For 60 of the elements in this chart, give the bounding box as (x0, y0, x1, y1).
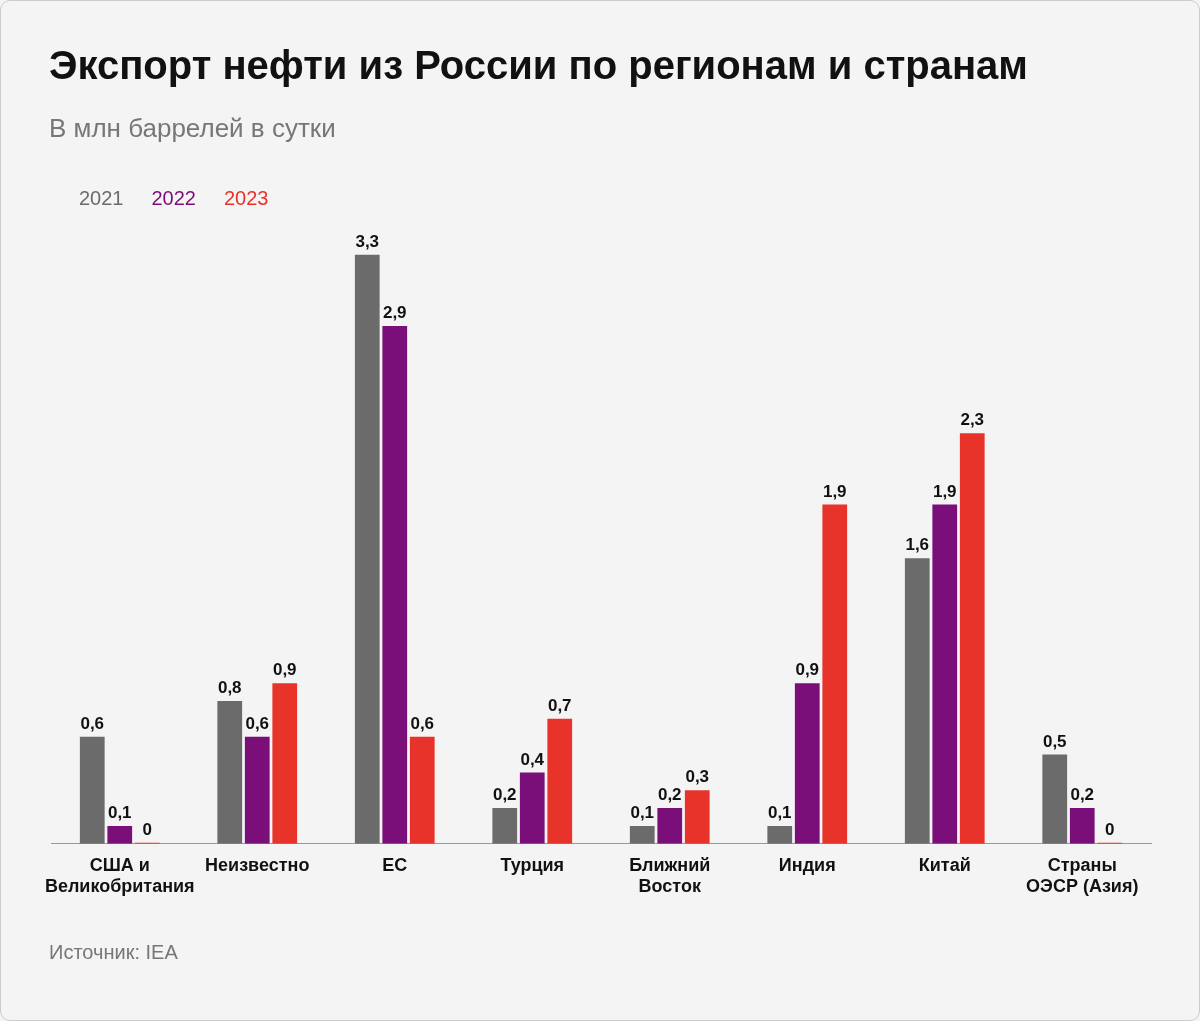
x-tick-label: Страны ОЭСР (Азия) (1026, 854, 1139, 897)
data-label: 0 (1105, 819, 1115, 839)
bar (767, 825, 793, 844)
bar (904, 558, 930, 844)
data-label: 0,7 (547, 696, 572, 716)
bar (409, 736, 435, 844)
bar (547, 718, 573, 844)
bar (382, 326, 408, 844)
data-label: 1,9 (822, 481, 847, 501)
data-label: 0,5 (1042, 731, 1067, 751)
x-tick-label: Индия (778, 854, 836, 875)
bar (244, 736, 270, 844)
x-tick-label: ЕС (382, 854, 408, 875)
x-tick-label: Ближний Восток (629, 854, 711, 897)
bar (354, 254, 380, 844)
data-label: 2,9 (382, 303, 407, 323)
data-label: 0,3 (685, 767, 710, 787)
x-tick-label: Неизвестно (205, 854, 310, 875)
x-tick-label: Турция (500, 854, 565, 875)
data-label: 0,8 (217, 678, 242, 698)
bar (107, 825, 133, 844)
data-label: 0,2 (492, 785, 517, 805)
bar (1069, 808, 1095, 844)
data-label: 0,1 (107, 803, 132, 823)
data-label: 0,2 (1070, 785, 1095, 805)
bar (1042, 754, 1068, 844)
bar (959, 433, 985, 844)
data-label: 0,4 (520, 749, 545, 769)
bar (794, 683, 820, 844)
bar (684, 790, 710, 844)
data-label: 0,6 (80, 713, 105, 733)
data-label: 0,9 (272, 660, 297, 680)
data-label: 0 (142, 819, 152, 839)
bar (79, 736, 105, 844)
chart-title: Экспорт нефти из России по регионам и странам (49, 43, 1028, 88)
text: 2021 (79, 186, 124, 209)
chart-subtitle: В млн баррелей в сутки (49, 113, 336, 144)
data-label: 0,9 (795, 660, 820, 680)
data-label: 0,1 (767, 803, 792, 823)
data-label: 0,6 (245, 713, 270, 733)
data-label: 2,3 (960, 410, 985, 430)
data-label: 3,3 (355, 231, 380, 251)
data-label: 0,1 (630, 803, 655, 823)
x-tick-label: США и Великобритания (44, 854, 195, 897)
text: 2022 (151, 186, 196, 209)
data-label: 0,6 (410, 713, 435, 733)
bar (822, 504, 848, 844)
bar (492, 808, 518, 844)
bar (217, 700, 243, 844)
text: Источник: IEA (49, 941, 178, 964)
bar (272, 683, 298, 844)
bar (629, 825, 655, 844)
x-tick-label: Китай (918, 854, 971, 875)
text: 2023 (223, 186, 269, 209)
data-label: 1,9 (932, 481, 957, 501)
data-label: 1,6 (905, 535, 930, 555)
data-label: 0,2 (657, 785, 682, 805)
bar (657, 808, 683, 844)
bar (519, 772, 545, 844)
bar (932, 504, 958, 844)
